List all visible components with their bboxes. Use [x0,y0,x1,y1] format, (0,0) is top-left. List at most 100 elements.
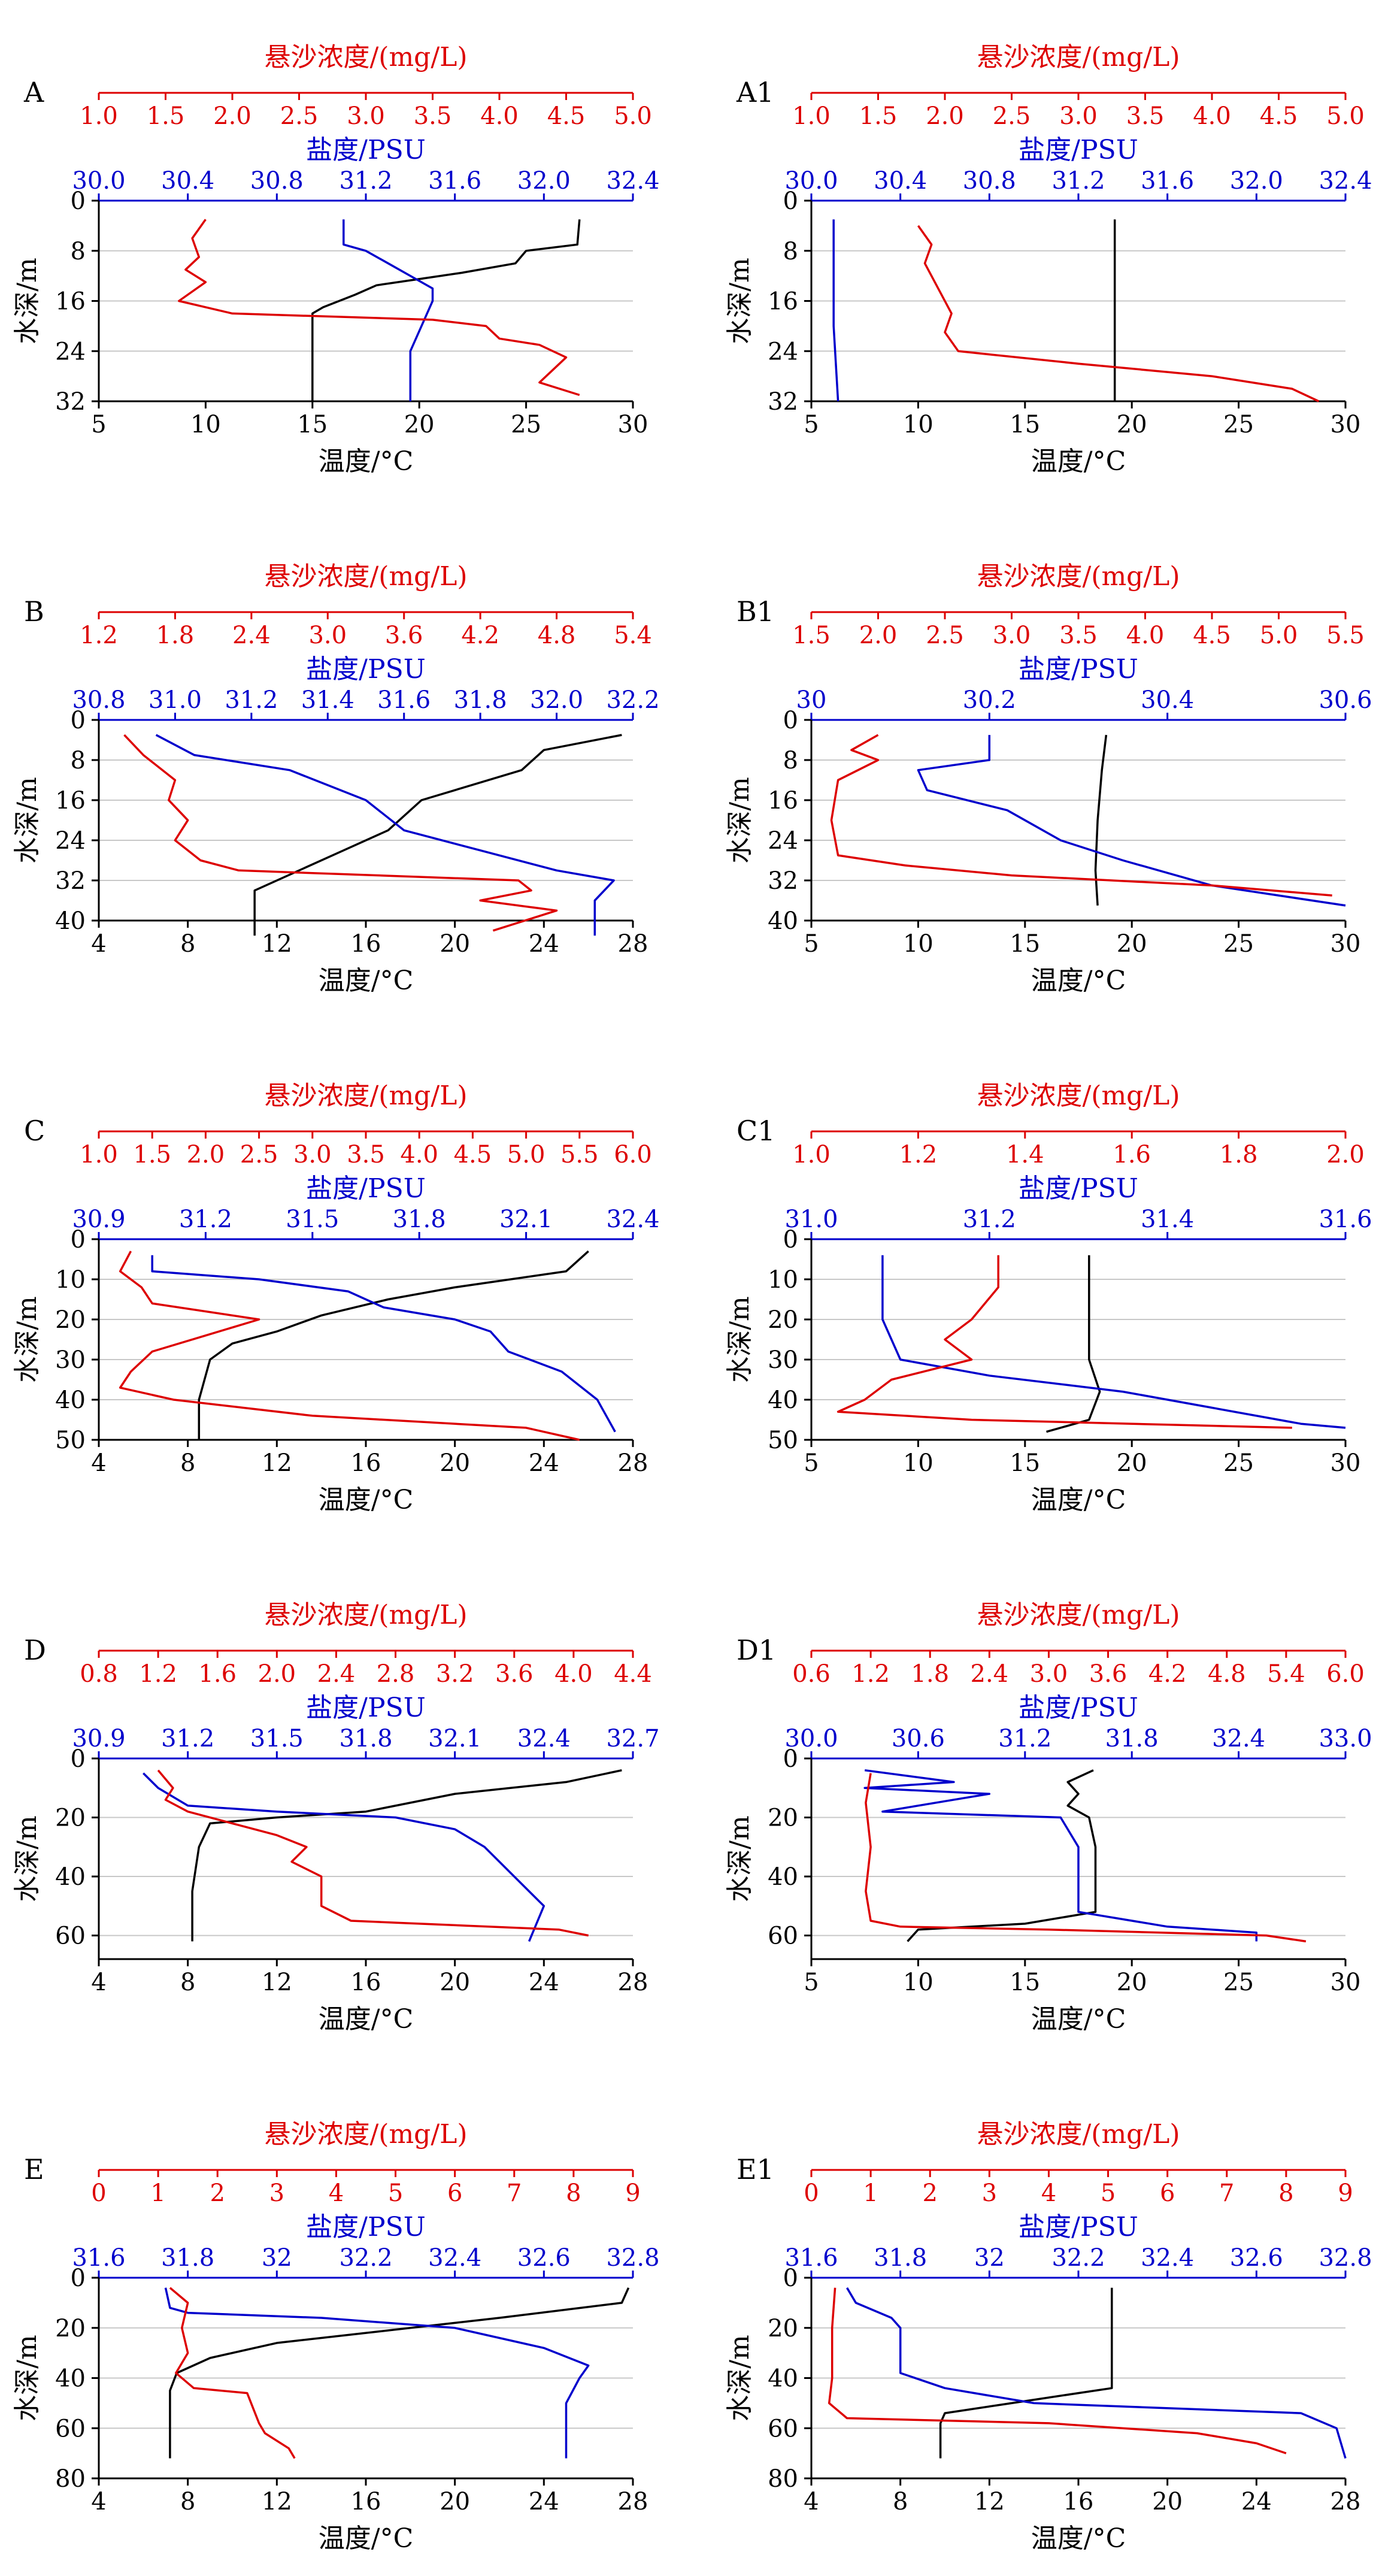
temperature-profile [1094,734,1108,906]
depth-tick-label: 32 [55,388,86,416]
temp-axis: 4 8 12 16 20 24 28 温度/°C [804,2477,1361,2554]
depth-tick-label: 16 [55,288,86,316]
depth-axis-title: 水深/m [725,777,755,864]
temp-tick-label: 20 [440,2488,470,2516]
sal-axis-title: 盐度/PSU [1019,135,1138,165]
depth-tick-label: 10 [55,1266,86,1294]
ssc-tick-label: 5 [1101,2180,1116,2207]
ssc-tick-label: 3 [269,2180,284,2207]
ssc-axis-title: 悬沙浓度/(mg/L) [977,561,1180,592]
temp-tick-label: 24 [529,930,559,958]
depth-tick-label: 8 [783,238,798,265]
sal-axis-title: 盐度/PSU [306,654,426,685]
ssc-tick-label: 4.5 [454,1141,492,1169]
ssc-axis-title: 悬沙浓度/(mg/L) [264,1600,467,1630]
ssc-tick-label: 5.4 [1267,1660,1305,1688]
ssc-tick-label: 2.5 [993,102,1031,130]
temp-tick-label: 12 [262,1449,292,1477]
temp-tick-label: 4 [91,1449,106,1477]
depth-axis: 0 8 16 24 32 40 水深/m [12,707,100,935]
temp-tick-label: 20 [440,1449,470,1477]
temp-tick-label: 25 [1223,1969,1254,1996]
temp-tick-label: 28 [1330,2488,1361,2516]
sal-axis: 31.0 31.2 31.4 31.6 盐度/PSU [784,1173,1372,1240]
depth-tick-label: 24 [55,827,86,855]
depth-tick-label: 10 [768,1266,798,1294]
temp-tick-label: 16 [351,1449,381,1477]
sal-axis: 30.0 30.4 30.8 31.2 31.6 32.0 32.4 盐度/PSU [72,135,660,202]
depth-tick-label: 8 [71,238,86,265]
sal-tick-label: 32.4 [1141,2244,1194,2272]
sal-axis: 30.0 30.6 31.2 31.8 32.4 33.0 盐度/PSU [784,1693,1372,1760]
temp-axis-title: 温度/°C [319,446,414,477]
panel-label: E1 [737,2153,774,2185]
ssc-profile [123,734,558,932]
panel-label: C [24,1115,45,1147]
ssc-tick-label: 4.8 [538,622,576,649]
ssc-tick-label: 2.4 [232,622,271,649]
depth-tick-label: 0 [783,2265,798,2292]
depth-axis: 0 8 16 24 32 40 水深/m [725,707,813,935]
sal-tick-label: 32.7 [606,1725,659,1752]
sal-axis-title: 盐度/PSU [1019,1693,1138,1723]
temp-tick-label: 28 [618,1969,648,1996]
temp-tick-label: 20 [1117,411,1147,438]
sal-tick-label: 31.5 [250,1725,304,1752]
ssc-axis-title: 悬沙浓度/(mg/L) [264,1080,467,1111]
sal-tick-label: 32.2 [339,2244,392,2272]
ssc-tick-label: 4.0 [1193,102,1231,130]
ssc-tick-label: 5.5 [560,1141,599,1169]
ssc-tick-label: 2.0 [1326,1141,1365,1169]
ssc-profile [828,2287,1287,2454]
ssc-axis: 0.8 1.2 1.6 2.0 2.4 2.8 3.2 3.6 4.0 4.4 悬沙浓度/(mg/L… [80,1600,652,1688]
sal-tick-label: 31.6 [784,2244,838,2272]
temp-tick-label: 30 [1330,1449,1361,1477]
depth-tick-label: 24 [768,338,798,365]
temp-tick-label: 20 [1152,2488,1183,2516]
temperature-profile [198,1250,589,1440]
ssc-profile [119,1251,580,1441]
temp-tick-label: 10 [903,411,934,438]
ssc-tick-label: 1.5 [792,622,831,649]
ssc-axis-title: 悬沙浓度/(mg/L) [977,1600,1180,1630]
depth-tick-label: 20 [768,2315,798,2342]
depth-tick-label: 32 [768,388,798,416]
sal-axis: 30.9 31.2 31.5 31.8 32.1 32.4 32.7 盐度/PSU [72,1693,660,1760]
depth-axis: 0 20 40 60 水深/m [12,1745,100,1959]
ssc-tick-label: 3.0 [293,1141,332,1169]
ssc-tick-label: 4.0 [480,102,519,130]
sal-tick-label: 31.0 [784,1206,838,1233]
panel-d1: D1 0.6 1.2 1.8 2.4 3.0 3.6 4.2 4.8 5.4 6.0 悬沙浓度/(mg… [725,1600,1372,2035]
temperature-profile [907,1769,1097,1942]
sal-tick-label: 31.8 [393,1206,446,1233]
ssc-tick-label: 5.0 [1260,622,1298,649]
ssc-tick-label: 2.5 [926,622,964,649]
temp-tick-label: 10 [903,1969,934,1996]
sal-tick-label: 32 [974,2244,1005,2272]
depth-tick-label: 0 [71,1226,86,1254]
panel-d: D 0.8 1.2 1.6 2.0 2.4 2.8 3.2 3.6 4.0 4.4 悬沙浓度/(mg/… [12,1600,660,2035]
depth-tick-label: 0 [783,1745,798,1773]
ssc-axis: 0 1 2 3 4 5 6 7 8 9 悬沙浓度/(mg/L) [91,2119,640,2207]
depth-axis: 0 8 16 24 32 水深/m [725,187,813,416]
ssc-tick-label: 2.0 [258,1660,296,1688]
sal-tick-label: 31.8 [161,2244,214,2272]
ssc-tick-label: 4.5 [1260,102,1298,130]
salinity-profile [164,2287,590,2459]
temp-tick-label: 20 [440,1969,470,1996]
ssc-tick-label: 3.0 [993,622,1031,649]
temp-tick-label: 28 [618,930,648,958]
sal-axis-title: 盐度/PSU [306,1173,426,1204]
sal-axis-title: 盐度/PSU [1019,2212,1138,2242]
sal-axis-title: 盐度/PSU [1019,1173,1138,1204]
temp-tick-label: 20 [1117,1969,1147,1996]
ssc-tick-label: 0 [91,2180,106,2207]
depth-axis-title: 水深/m [12,1296,43,1383]
temp-tick-label: 15 [1010,930,1040,958]
panel-label: B1 [737,595,774,628]
depth-tick-label: 20 [55,1805,86,1832]
sal-tick-label: 30 [796,686,827,714]
temp-tick-label: 24 [529,1969,559,1996]
ssc-axis: 1.2 1.8 2.4 3.0 3.6 4.2 4.8 5.4 悬沙浓度/(mg/L) [80,561,652,649]
